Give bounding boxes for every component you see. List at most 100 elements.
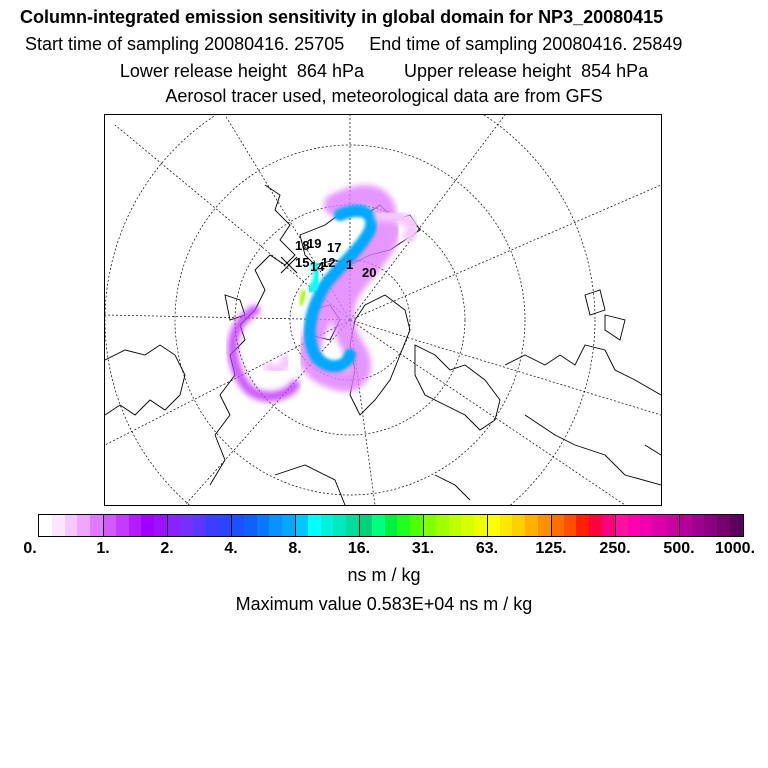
- plume-west-arc: [227, 305, 300, 402]
- color-swatch: [333, 515, 347, 536]
- color-swatch: [666, 515, 679, 536]
- color-scale-tick-label: 31.: [411, 540, 435, 557]
- color-swatch: [243, 515, 257, 536]
- coastline: [274, 464, 346, 505]
- color-swatch: [563, 515, 577, 536]
- color-swatch: [141, 515, 155, 536]
- meridian: [184, 319, 351, 505]
- latitude-circle: [105, 115, 596, 505]
- color-scale-tick-label: 16.: [347, 540, 371, 557]
- time-label: 14: [310, 259, 325, 274]
- color-swatch: [602, 515, 615, 536]
- color-swatch: [269, 515, 283, 536]
- latitude-circle: [174, 144, 526, 496]
- color-scale-tick-label: 2.: [160, 540, 174, 557]
- color-swatch: [448, 515, 462, 536]
- color-segment-divider: [487, 515, 488, 536]
- color-swatch: [576, 515, 590, 536]
- color-swatch: [77, 515, 91, 536]
- color-segment-divider: [231, 515, 232, 536]
- color-swatch: [128, 515, 142, 536]
- plot-title: Column-integrated emission sensitivity i…: [20, 7, 664, 27]
- meridians: [105, 115, 661, 505]
- time-label: 18: [295, 238, 309, 253]
- color-swatch: [358, 515, 372, 536]
- meridian: [349, 115, 506, 321]
- receptor-markers: 18 19 15 17 20 14 1 12: [280, 236, 376, 280]
- coastline: [584, 289, 606, 316]
- color-segment-divider: [295, 515, 296, 536]
- plume-peak: [297, 289, 308, 306]
- color-swatch: [550, 515, 564, 536]
- color-swatch: [205, 515, 219, 536]
- color-swatch: [346, 515, 359, 536]
- color-swatch: [256, 515, 270, 536]
- color-segment-divider: [423, 515, 424, 536]
- color-scale-tick-label: 4.: [224, 540, 238, 557]
- color-segment-divider: [615, 515, 616, 536]
- coastline: [504, 344, 661, 396]
- color-segment-divider: [359, 515, 360, 536]
- time-label: 19: [307, 236, 321, 251]
- color-swatch: [384, 515, 398, 536]
- color-swatch: [525, 515, 539, 536]
- color-swatch: [614, 515, 628, 536]
- color-scale-bar: [38, 514, 744, 537]
- color-swatch: [410, 515, 423, 536]
- color-swatch: [538, 515, 551, 536]
- coastline: [414, 344, 501, 431]
- polar-map: 18 19 15 17 20 14 1 12: [104, 114, 662, 506]
- color-swatch: [474, 515, 487, 536]
- color-swatch: [461, 515, 475, 536]
- time-label: 15: [295, 255, 309, 270]
- sensitivity-plume: [227, 184, 419, 402]
- color-segment-divider: [103, 515, 104, 536]
- color-swatch: [653, 515, 667, 536]
- color-swatch: [39, 515, 52, 536]
- release-height-line: Lower release height 864 hPa Upper relea…: [119, 61, 649, 81]
- color-swatch: [230, 515, 244, 536]
- map-canvas: 18 19 15 17 20 14 1 12: [105, 115, 661, 505]
- color-segment-divider: [551, 515, 552, 536]
- color-swatch: [678, 515, 692, 536]
- latitude-circle: [289, 259, 411, 381]
- color-scale-tick-label: 1.: [96, 540, 110, 557]
- color-scale-tick-label: 63.: [475, 540, 499, 557]
- color-swatch: [371, 515, 385, 536]
- unit-label: ns m / kg: [347, 565, 421, 585]
- meridian: [349, 184, 661, 321]
- color-swatch: [717, 515, 731, 536]
- color-swatch: [307, 515, 321, 536]
- color-scale-tick-label: 0.: [23, 540, 37, 557]
- sampling-time-line: Start time of sampling 20080416. 25705 E…: [25, 34, 683, 54]
- color-swatch: [691, 515, 705, 536]
- coastline: [524, 414, 661, 486]
- plume-core: [306, 261, 322, 294]
- color-segment-divider: [167, 515, 168, 536]
- coastline: [434, 474, 471, 501]
- color-scale-tick-label: 8.: [288, 540, 302, 557]
- color-swatch: [435, 515, 449, 536]
- time-label: 12: [321, 255, 335, 270]
- meridian: [349, 319, 626, 505]
- color-swatch: [282, 515, 295, 536]
- color-swatch: [499, 515, 513, 536]
- plume-west-faint: [262, 352, 292, 375]
- time-label: 17: [327, 240, 341, 255]
- color-swatch: [294, 515, 308, 536]
- time-label: 1: [346, 257, 353, 272]
- color-swatch: [115, 515, 129, 536]
- color-swatch: [102, 515, 116, 536]
- plume-tail: [374, 209, 419, 245]
- coastlines: [105, 184, 661, 505]
- color-swatch: [192, 515, 206, 536]
- time-label: 20: [362, 265, 376, 280]
- color-swatch: [397, 515, 411, 536]
- color-swatch: [640, 515, 654, 536]
- coastline: [604, 314, 626, 341]
- color-swatch: [320, 515, 334, 536]
- color-scale-tick-label: 500.: [663, 540, 695, 557]
- color-scale-tick-label: 250.: [599, 540, 631, 557]
- color-swatch: [512, 515, 526, 536]
- max-value-label: Maximum value 0.583E+04 ns m / kg: [235, 594, 533, 614]
